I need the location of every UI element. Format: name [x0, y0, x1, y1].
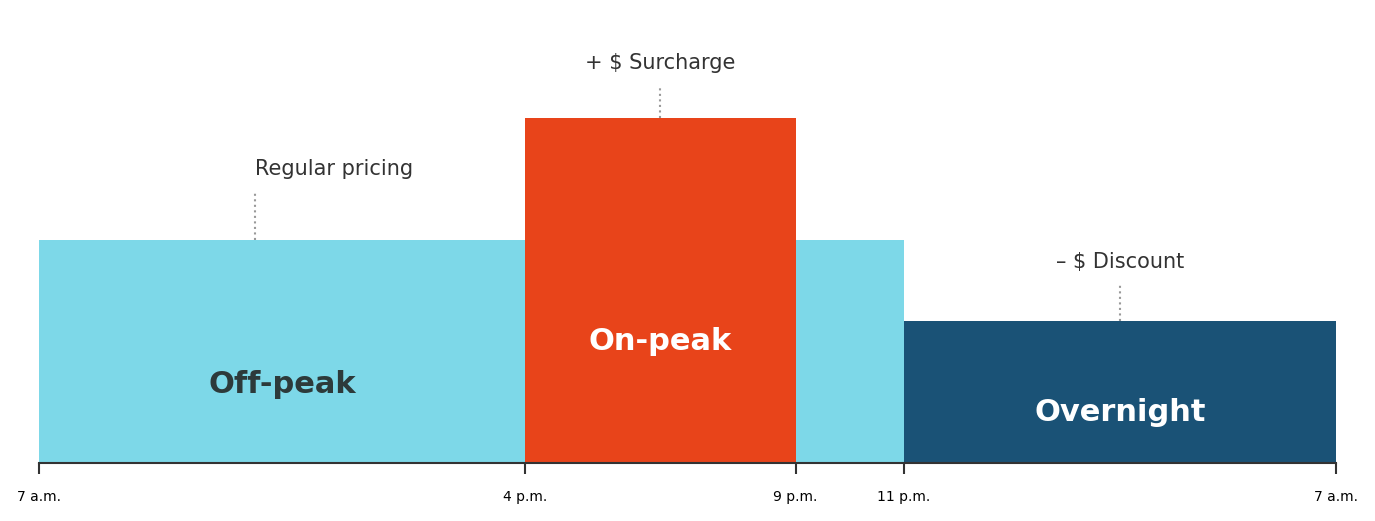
Text: Overnight: Overnight [1034, 399, 1206, 427]
Bar [903, 321, 1336, 463]
Text: – $ Discount: – $ Discount [1056, 252, 1184, 272]
Text: On-peak: On-peak [588, 328, 732, 356]
Text: Regular pricing: Regular pricing [254, 159, 412, 179]
Bar [38, 240, 525, 463]
Bar [525, 118, 796, 463]
Text: + $ Surcharge: + $ Surcharge [586, 54, 736, 73]
Text: Off-peak: Off-peak [208, 370, 356, 399]
Bar [796, 240, 903, 463]
